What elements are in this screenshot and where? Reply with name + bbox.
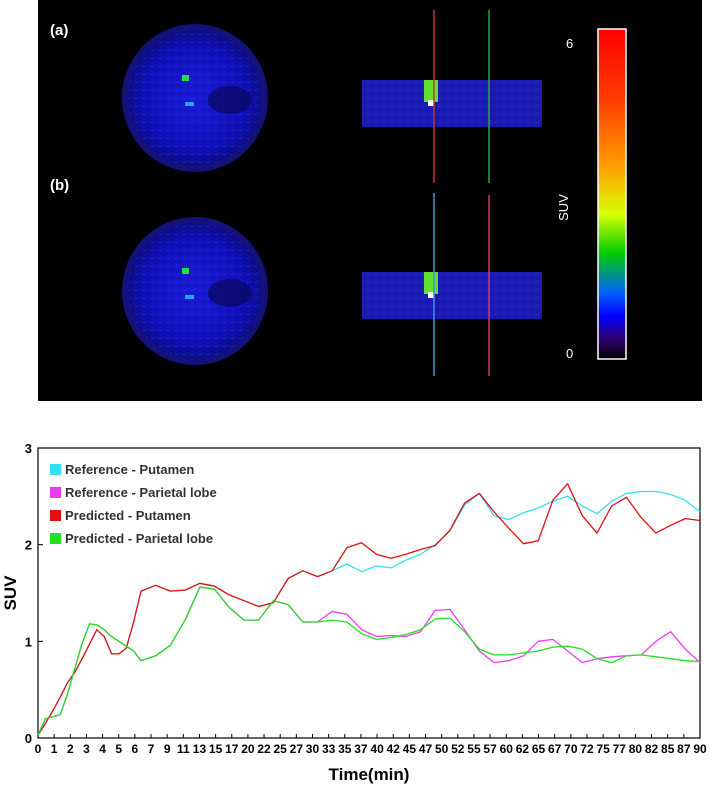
legend-swatch-4 (50, 533, 61, 544)
x-tick-label: 40 (370, 742, 384, 756)
x-tick-label: 57 (483, 742, 497, 756)
putamen-hotspot (182, 75, 189, 81)
x-tick-label: 13 (193, 742, 207, 756)
x-tick-label: 65 (532, 742, 546, 756)
legend-label-2: Reference - Parietal lobe (65, 485, 217, 500)
legend-label-3: Predicted - Putamen (65, 508, 191, 523)
x-tick-label: 25 (274, 742, 288, 756)
x-tick-label: 2 (67, 742, 74, 756)
x-tick-label: 67 (548, 742, 562, 756)
y-tick-label: 2 (25, 538, 32, 553)
colorbar-axis-label: SUV (555, 194, 571, 221)
x-tick-label: 33 (322, 742, 336, 756)
x-tick-label: 85 (661, 742, 675, 756)
series-line-2 (37, 586, 701, 736)
x-tick-label: 70 (564, 742, 578, 756)
x-tick-label: 45 (403, 742, 417, 756)
x-tick-label: 20 (241, 742, 255, 756)
x-tick-label: 82 (645, 742, 659, 756)
x-tick-label: 42 (387, 742, 401, 756)
x-tick-label: 87 (677, 742, 691, 756)
x-tick-label: 72 (580, 742, 594, 756)
x-tick-label: 77 (613, 742, 627, 756)
series-line-1 (37, 490, 701, 736)
series-line-3 (37, 483, 701, 736)
plot-frame (37, 447, 701, 739)
axial-slice-b (122, 217, 268, 365)
x-tick-label: 47 (419, 742, 433, 756)
suv-time-chart: 0 1 2 3 0 1 2 3 4 5 6 7 9 11 13 15 17 20 22 25 27 30 33 35 37 40 4… (0, 430, 709, 786)
x-tick-label: 15 (209, 742, 223, 756)
panel-label-b: (b) (50, 177, 70, 194)
x-tick-label: 4 (99, 742, 106, 756)
x-tick-label: 75 (596, 742, 610, 756)
coronal-slab-b (362, 193, 542, 376)
x-tick-label: 35 (338, 742, 352, 756)
x-tick-label: 62 (516, 742, 530, 756)
legend-label-1: Reference - Putamen (65, 462, 194, 477)
x-tick-label: 3 (83, 742, 90, 756)
legend-swatch-1 (50, 464, 61, 475)
legend-swatch-3 (50, 510, 61, 521)
x-tick-label: 80 (629, 742, 643, 756)
x-tick-label: 0 (35, 742, 42, 756)
x-tick-label: 5 (115, 742, 122, 756)
series-line-4 (37, 586, 701, 736)
x-tick-label: 6 (132, 742, 139, 756)
y-tick-label: 3 (25, 441, 32, 456)
panel-label-a: (a) (50, 22, 69, 39)
x-tick-label: 50 (435, 742, 449, 756)
x-tick-label: 30 (306, 742, 320, 756)
x-tick-label: 9 (164, 742, 171, 756)
axial-slice-a (122, 24, 268, 172)
x-tick-label: 22 (257, 742, 271, 756)
coronal-slab-a (362, 10, 542, 183)
x-tick-label: 90 (693, 742, 707, 756)
legend-swatch-2 (50, 487, 61, 498)
colorbar-max-label: 6 (566, 36, 574, 51)
y-axis-label: SUV (1, 575, 20, 611)
x-tick-label: 11 (177, 742, 190, 756)
x-tick-label: 27 (290, 742, 304, 756)
colorbar-min-label: 0 (566, 346, 574, 361)
x-axis-label: Time(min) (329, 765, 410, 784)
x-tick-label: 52 (451, 742, 465, 756)
y-tick-label: 0 (25, 731, 32, 746)
legend-label-4: Predicted - Parietal lobe (65, 531, 213, 546)
x-tick-label: 7 (148, 742, 155, 756)
x-tick-label: 60 (500, 742, 514, 756)
colorbar (597, 28, 627, 360)
x-tick-label: 55 (467, 742, 481, 756)
y-tick-label: 1 (25, 634, 32, 649)
x-tick-label: 1 (51, 742, 58, 756)
x-tick-label: 17 (225, 742, 239, 756)
pet-image-panel: (a) (b) 6 0 SUV (38, 0, 702, 401)
x-tick-label: 37 (354, 742, 368, 756)
pet-image-svg (122, 10, 627, 376)
